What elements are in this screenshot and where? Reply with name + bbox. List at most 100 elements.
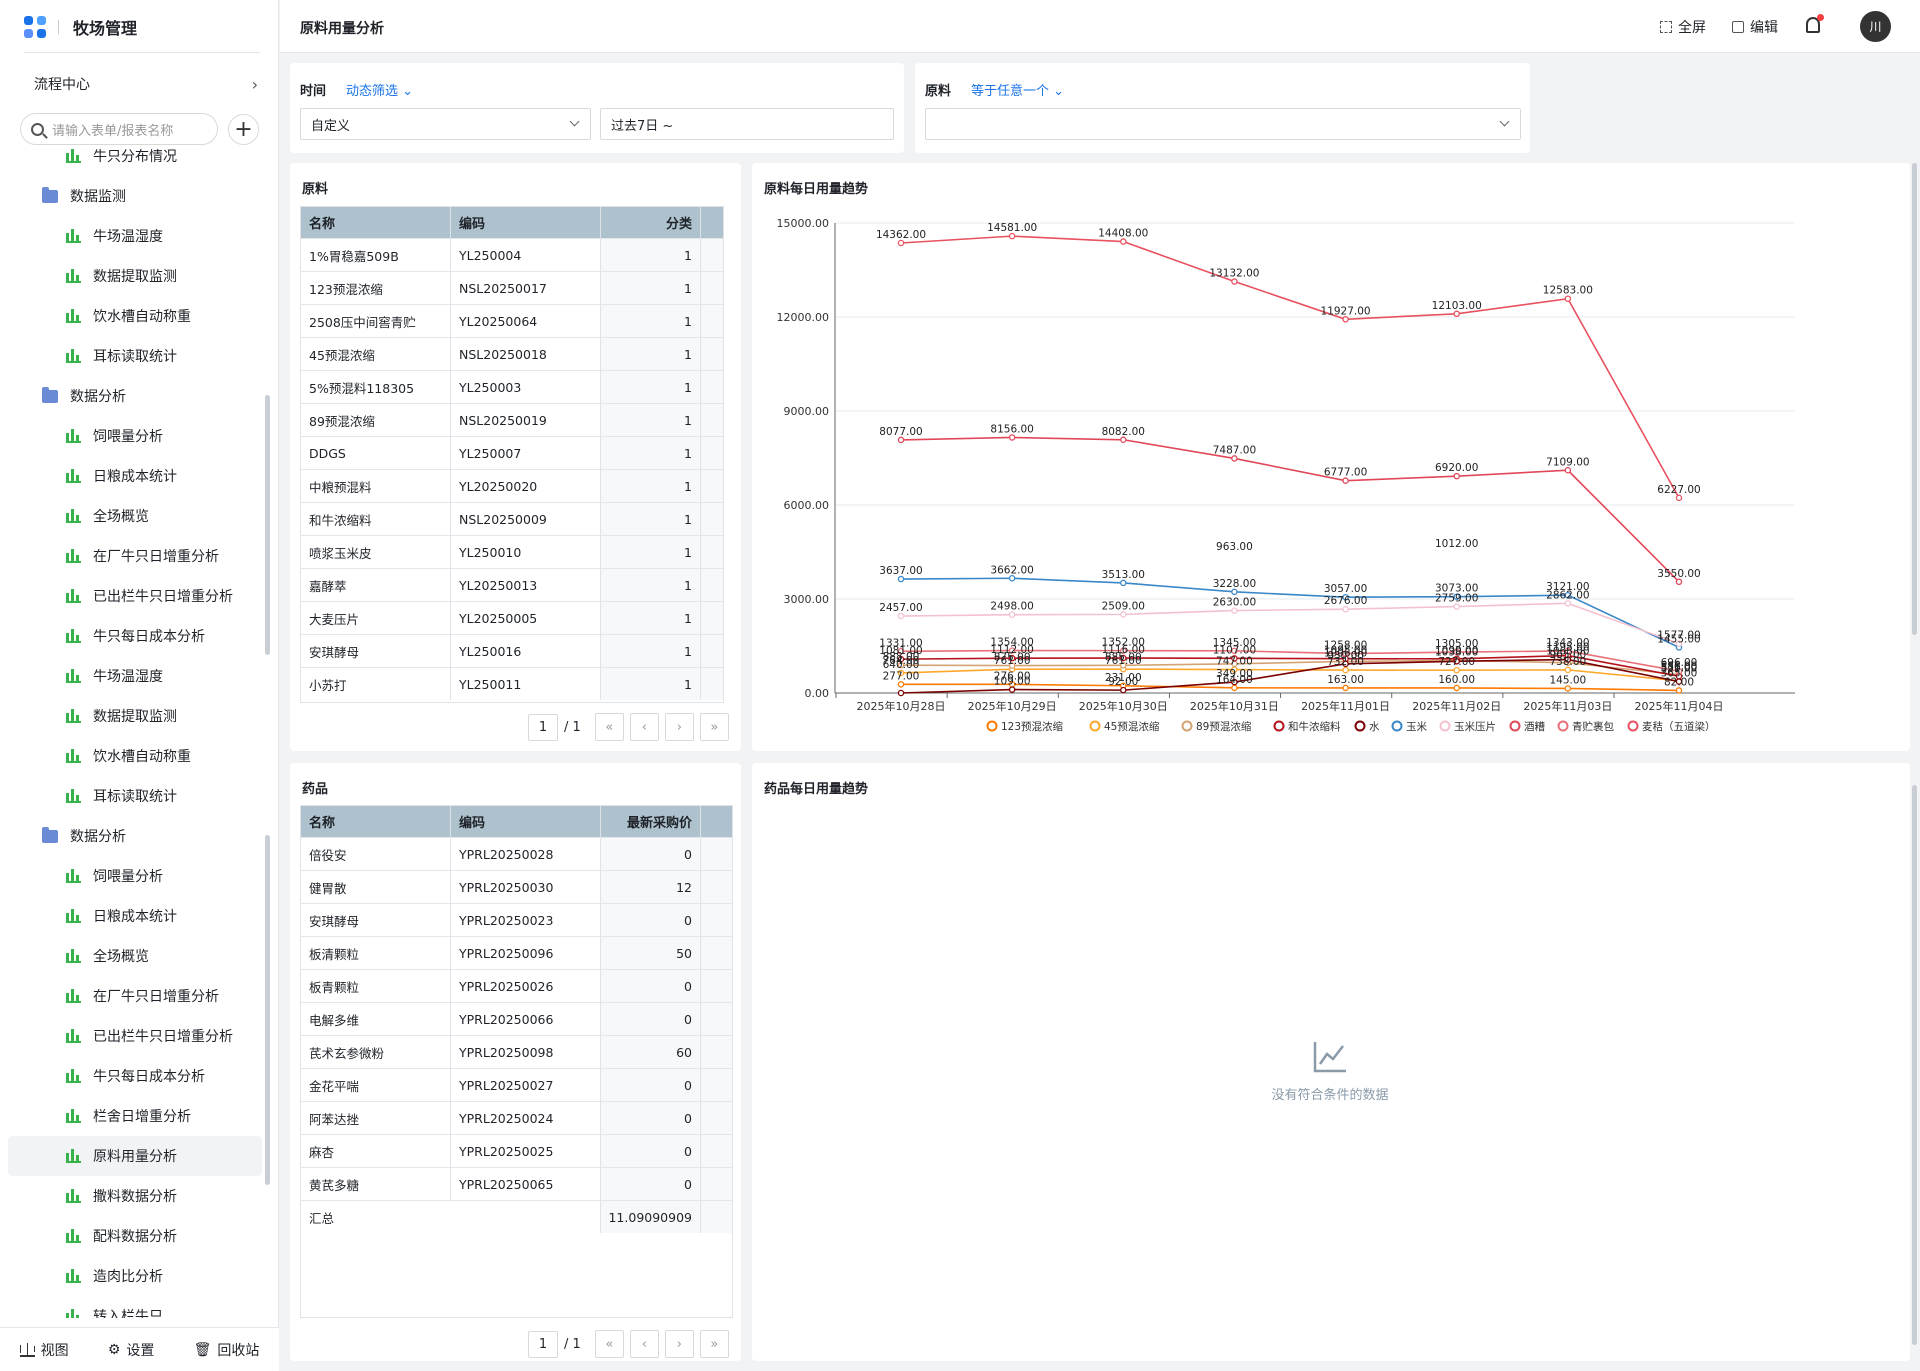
nav-item[interactable]: 数据提取监测: [0, 256, 270, 296]
x-tick-label: 2025年11月02日: [1412, 699, 1501, 713]
nav-item[interactable]: 撒料数据分析: [0, 1176, 270, 1216]
table-row[interactable]: 芪术玄参微粉 YPRL20250098 60: [301, 1035, 732, 1068]
nav-item[interactable]: 在厂牛只日增重分析: [0, 536, 270, 576]
table-row[interactable]: 阿苯达挫 YPRL20250024 0: [301, 1101, 732, 1134]
table-row[interactable]: 板清颗粒 YPRL20250096 50: [301, 936, 732, 969]
nav-item[interactable]: 转入栏牛只: [0, 1296, 270, 1318]
data-point: [1453, 648, 1460, 656]
nav-item[interactable]: 日粮成本统计: [0, 896, 270, 936]
table-row[interactable]: DDGS YL250007 1: [301, 436, 723, 469]
table-row[interactable]: 健胃散 YPRL20250030 12: [301, 870, 732, 903]
cell-name: 中粮预混料: [301, 470, 451, 502]
nav-item[interactable]: 栏舍日增重分析: [0, 1096, 270, 1136]
settings-label: 设置: [126, 1342, 155, 1359]
table-row[interactable]: 麻杏 YPRL20250025 0: [301, 1134, 732, 1167]
table-row[interactable]: 倍役安 YPRL20250028 0: [301, 837, 732, 870]
col-name[interactable]: 名称: [301, 207, 451, 238]
page-scrollbar[interactable]: [1912, 163, 1917, 635]
nav-item[interactable]: 牛场温湿度: [0, 656, 270, 696]
first-page-button[interactable]: «: [594, 713, 624, 741]
nav-item[interactable]: 已出栏牛只日增重分析: [0, 576, 270, 616]
table-row[interactable]: 1%胃稳嘉509B YL250004 1: [301, 238, 723, 271]
table-row[interactable]: 123预混浓缩 NSL20250017 1: [301, 271, 723, 304]
data-point: [1008, 654, 1016, 662]
table-row[interactable]: 89预混浓缩 NSL20250019 1: [301, 403, 723, 436]
data-label: 160.00: [1438, 674, 1475, 686]
nav-item[interactable]: 配料数据分析: [0, 1216, 270, 1256]
nav-folder[interactable]: 数据分析: [0, 376, 270, 416]
nav-folder[interactable]: 数据分析: [0, 816, 270, 856]
flow-center-link[interactable]: 流程中心 ›: [34, 73, 258, 95]
material-filter-mode[interactable]: 等于任意一个 ⌄: [971, 84, 1065, 99]
nav-item[interactable]: 牛场温湿度: [0, 216, 270, 256]
table-row[interactable]: 和牛浓缩料 NSL20250009 1: [301, 502, 723, 535]
view-button[interactable]: 视图: [19, 1340, 69, 1360]
nav-item[interactable]: 原料用量分析: [8, 1136, 262, 1176]
prev-page-button[interactable]: ‹: [629, 1330, 659, 1358]
next-page-button[interactable]: ›: [664, 1330, 694, 1358]
nav-item[interactable]: 已出栏牛只日增重分析: [0, 1016, 270, 1056]
nav-item[interactable]: 日粮成本统计: [0, 456, 270, 496]
table-row[interactable]: 喷浆玉米皮 YL250010 1: [301, 535, 723, 568]
nav-item[interactable]: 耳标读取统计: [0, 336, 270, 376]
nav-item[interactable]: 饮水槽自动称重: [0, 736, 270, 776]
nav-item[interactable]: 牛只分布情况: [0, 148, 270, 176]
medicine-table: 名称 编码 最新采购价 倍役安 YPRL20250028 0 健胃散 YPRL20250…: [300, 805, 733, 1318]
edit-button[interactable]: 编辑: [1732, 17, 1778, 37]
next-page-button[interactable]: ›: [664, 713, 694, 741]
time-filter-mode[interactable]: 动态筛选 ⌄: [346, 84, 414, 99]
cell-value: 0: [601, 1168, 701, 1200]
col-code[interactable]: 编码: [451, 207, 601, 238]
table-row[interactable]: 5%预混料118305 YL250003 1: [301, 370, 723, 403]
cell-value: 1: [601, 569, 701, 601]
page-input[interactable]: 1: [528, 713, 558, 741]
col-price[interactable]: 最新采购价: [601, 806, 701, 837]
nav-item[interactable]: 牛只每日成本分析: [0, 1056, 270, 1096]
bell-icon[interactable]: [1806, 14, 1824, 33]
avatar[interactable]: 川: [1860, 11, 1891, 42]
nav-item[interactable]: 饲喂量分析: [0, 856, 270, 896]
search-input[interactable]: 请输入表单/报表名称: [20, 113, 218, 145]
nav-item[interactable]: 全场概览: [0, 936, 270, 976]
page-input[interactable]: 1: [528, 1330, 558, 1358]
nav-folder[interactable]: 数据监测: [0, 176, 270, 216]
col-code[interactable]: 编码: [451, 806, 601, 837]
bar-chart-icon: [66, 749, 81, 763]
nav-item[interactable]: 耳标读取统计: [0, 776, 270, 816]
add-button[interactable]: +: [228, 114, 259, 145]
time-range-input[interactable]: 过去7日 ~: [600, 108, 894, 140]
recycle-button[interactable]: 🗑 回收站: [194, 1340, 260, 1360]
table-row[interactable]: 安琪酵母 YPRL20250023 0: [301, 903, 732, 936]
table-row[interactable]: 嘉酵萃 YL20250013 1: [301, 568, 723, 601]
last-page-button[interactable]: »: [699, 713, 729, 741]
nav-item[interactable]: 饮水槽自动称重: [0, 296, 270, 336]
sidebar-scrollbar[interactable]: [265, 395, 270, 655]
last-page-button[interactable]: »: [699, 1330, 729, 1358]
nav-item[interactable]: 数据提取监测: [0, 696, 270, 736]
table-row[interactable]: 2508压中间窖青贮 YL20250064 1: [301, 304, 723, 337]
nav-item[interactable]: 造肉比分析: [0, 1256, 270, 1296]
table-row[interactable]: 中粮预混料 YL20250020 1: [301, 469, 723, 502]
col-category[interactable]: 分类: [601, 207, 701, 238]
table-row[interactable]: 金花平喘 YPRL20250027 0: [301, 1068, 732, 1101]
sidebar-scrollbar-2[interactable]: [265, 835, 270, 1185]
table-row[interactable]: 板青颗粒 YPRL20250026 0: [301, 969, 732, 1002]
fullscreen-button[interactable]: 全屏: [1660, 17, 1706, 37]
settings-button[interactable]: ⚙ 设置: [108, 1340, 155, 1360]
page-scrollbar-2[interactable]: [1912, 785, 1917, 1345]
table-row[interactable]: 45预混浓缩 NSL20250018 1: [301, 337, 723, 370]
nav-item[interactable]: 全场概览: [0, 496, 270, 536]
table-row[interactable]: 黄芪多糖 YPRL20250065 0: [301, 1167, 732, 1200]
nav-item[interactable]: 牛只每日成本分析: [0, 616, 270, 656]
table-row[interactable]: 小苏打 YL250011 1: [301, 667, 723, 700]
time-mode-select[interactable]: 自定义: [300, 108, 591, 140]
nav-item[interactable]: 饲喂量分析: [0, 416, 270, 456]
nav-item[interactable]: 在厂牛只日增重分析: [0, 976, 270, 1016]
table-row[interactable]: 大麦压片 YL20250005 1: [301, 601, 723, 634]
prev-page-button[interactable]: ‹: [629, 713, 659, 741]
table-row[interactable]: 安琪酵母 YL250016 1: [301, 634, 723, 667]
table-row[interactable]: 电解多维 YPRL20250066 0: [301, 1002, 732, 1035]
first-page-button[interactable]: «: [594, 1330, 624, 1358]
col-name[interactable]: 名称: [301, 806, 451, 837]
material-select[interactable]: [925, 108, 1521, 140]
